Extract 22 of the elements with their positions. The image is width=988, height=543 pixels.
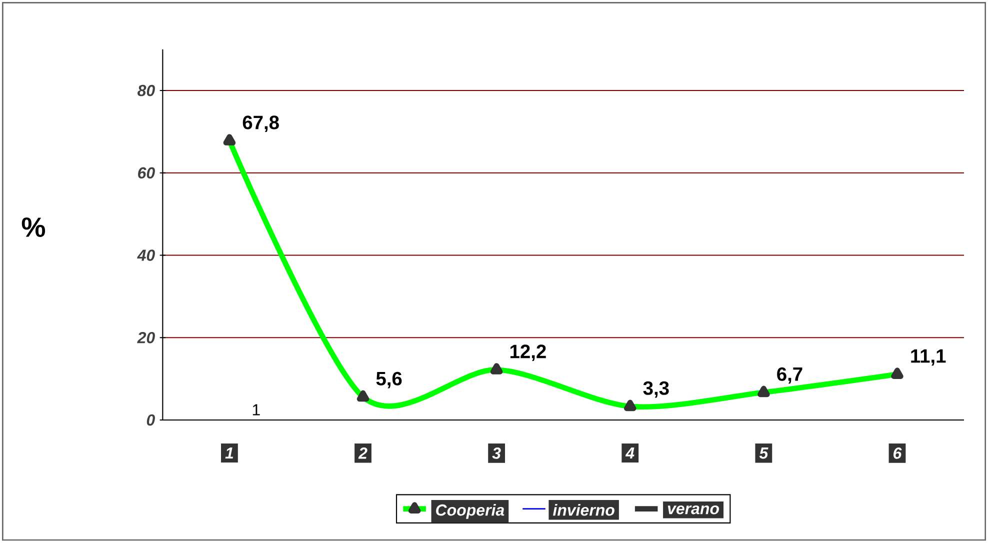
data-label: 5,6 bbox=[376, 372, 402, 388]
y-tick-label: 80 bbox=[138, 85, 155, 96]
data-label: 11,1 bbox=[911, 350, 946, 366]
x-tick-label: 4 bbox=[625, 448, 634, 459]
y-axis-title: % bbox=[22, 218, 46, 238]
data-label: 67,8 bbox=[242, 116, 279, 132]
legend-label: invierno bbox=[552, 504, 614, 516]
y-tick-label: 20 bbox=[137, 332, 155, 344]
y-tick-label: 60 bbox=[138, 167, 155, 179]
x-tick-label: 3 bbox=[492, 448, 501, 460]
annotation: 1 bbox=[252, 404, 260, 416]
legend-label: verano bbox=[668, 506, 719, 514]
data-label: 6,7 bbox=[777, 367, 802, 384]
x-tick-label: 1 bbox=[225, 448, 234, 459]
data-label: 3,3 bbox=[643, 381, 669, 398]
x-tick-label: 2 bbox=[358, 448, 368, 459]
legend-label: Cooperia bbox=[436, 504, 504, 520]
y-tick-label: 0 bbox=[146, 414, 155, 426]
data-label: 12,2 bbox=[510, 344, 546, 362]
y-tick-label: 40 bbox=[137, 250, 155, 262]
x-tick-label: 6 bbox=[894, 448, 902, 460]
x-tick-label: 5 bbox=[759, 448, 768, 459]
